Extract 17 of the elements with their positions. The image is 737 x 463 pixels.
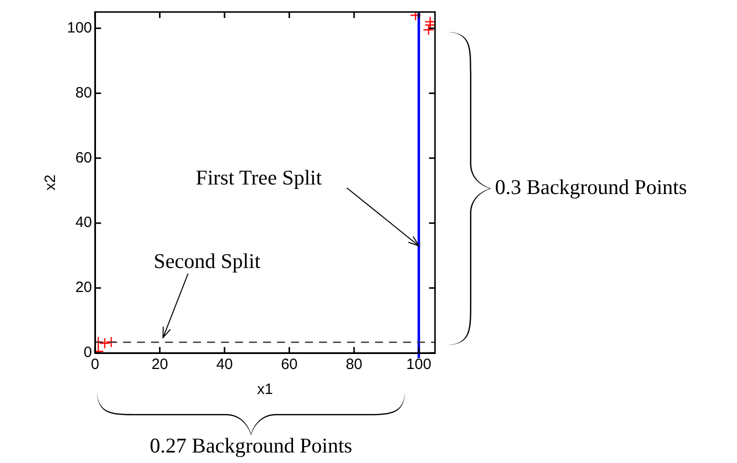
x-tick-label: 100	[406, 356, 432, 374]
y-tick-label: 100	[66, 19, 92, 36]
x-tick-label: 60	[280, 356, 298, 374]
y-tick-label: 80	[75, 84, 92, 102]
x-tick-label: 20	[151, 356, 168, 374]
text: 0.27 Background Points	[150, 434, 352, 458]
y-tick-label: 40	[75, 214, 92, 232]
y-tick-label: 60	[75, 149, 92, 166]
x-axis-title: x1	[257, 381, 273, 398]
y-axis-title: x2	[42, 174, 60, 190]
y-tick-label: 0	[84, 344, 92, 362]
annotation: First Tree Split	[196, 165, 322, 190]
x-tick-label: 40	[216, 356, 233, 374]
annotation: Second Split	[154, 249, 261, 274]
text: 0.3 Background Points	[495, 175, 687, 200]
y-tick-label: 20	[75, 279, 92, 296]
x-tick-label: 80	[346, 356, 362, 374]
